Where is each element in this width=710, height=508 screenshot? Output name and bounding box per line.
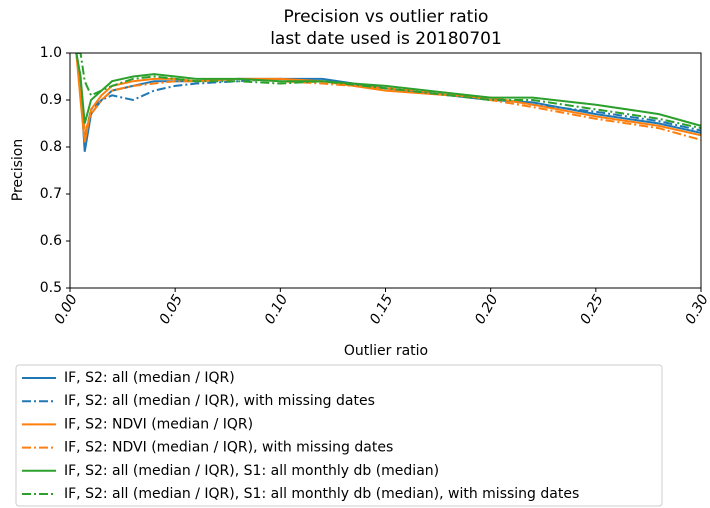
x-tick-label: 0.15 [367, 292, 396, 327]
legend-label: IF, S2: all (median / IQR), S1: all mont… [64, 486, 579, 502]
x-axis-label: Outlier ratio [344, 343, 428, 359]
x-tick-label: 0.25 [577, 292, 606, 327]
series-line [75, 53, 701, 141]
y-axis-label: Precision [10, 139, 26, 201]
y-tick-label: 0.9 [40, 92, 62, 108]
y-tick-label: 0.7 [40, 186, 62, 202]
legend-label: IF, S2: all (median / IQR), S1: all mont… [64, 463, 439, 479]
chart-subtitle: last date used is 20180701 [270, 29, 502, 49]
y-tick-label: 1.0 [40, 45, 62, 61]
series-line [75, 53, 701, 127]
series-line [75, 53, 701, 143]
plot-lines [75, 53, 701, 152]
y-tick-label: 0.6 [40, 233, 62, 249]
legend-label: IF, S2: NDVI (median / IQR), with missin… [64, 440, 393, 456]
x-tick-label: 0.30 [682, 292, 710, 327]
y-tick-label: 0.5 [40, 280, 62, 296]
series-line [76, 53, 701, 130]
x-tick-label: 0.20 [472, 292, 501, 327]
legend-label: IF, S2: all (median / IQR) [64, 370, 235, 386]
plot-frame [69, 52, 702, 289]
series-line [75, 53, 701, 152]
x-tick-label: 0.00 [51, 292, 80, 327]
x-tick-label: 0.05 [157, 292, 186, 327]
chart-title: Precision vs outlier ratio [284, 7, 489, 27]
y-tick-label: 0.8 [40, 139, 62, 155]
legend-label: IF, S2: all (median / IQR), with missing… [64, 393, 375, 409]
legend-box [15, 364, 663, 507]
legend-label: IF, S2: NDVI (median / IQR) [64, 416, 253, 432]
series-line [75, 53, 701, 138]
x-tick-label: 0.10 [262, 292, 291, 327]
